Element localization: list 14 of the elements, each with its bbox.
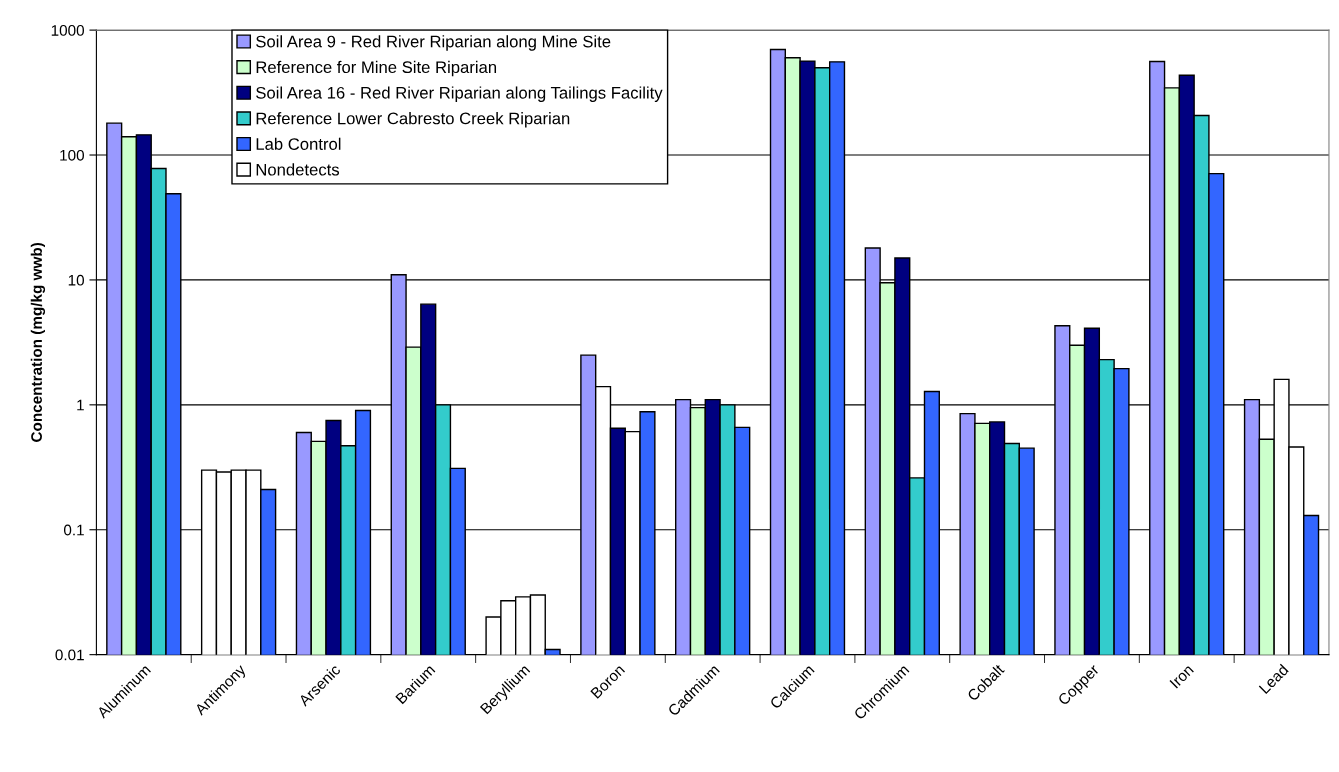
legend-label: Soil Area 9 - Red River Riparian along Mine Site bbox=[256, 35, 611, 51]
y-tick-label: 100 bbox=[60, 149, 85, 161]
y-tick-label: 1 bbox=[77, 399, 84, 411]
legend-label: Reference Lower Cabresto Creek Riparian bbox=[256, 112, 570, 128]
legend-label: Reference for Mine Site Riparian bbox=[256, 60, 497, 77]
legend-label: Soil Area 16 - Red River Riparian along Tailings Facility bbox=[256, 86, 663, 102]
y-tick-label: 10 bbox=[68, 274, 85, 286]
legend-label: Nondetects bbox=[256, 163, 340, 176]
x-tick-label: Iron bbox=[1169, 664, 1194, 689]
y-axis-title: Concentration (mg/kg wwb) bbox=[30, 242, 46, 442]
y-tick-label: 1000 bbox=[51, 24, 85, 36]
y-tick-label: 0.01 bbox=[55, 649, 84, 661]
legend-label: Lab Control bbox=[256, 137, 341, 150]
y-tick-label: 0.1 bbox=[63, 524, 84, 536]
